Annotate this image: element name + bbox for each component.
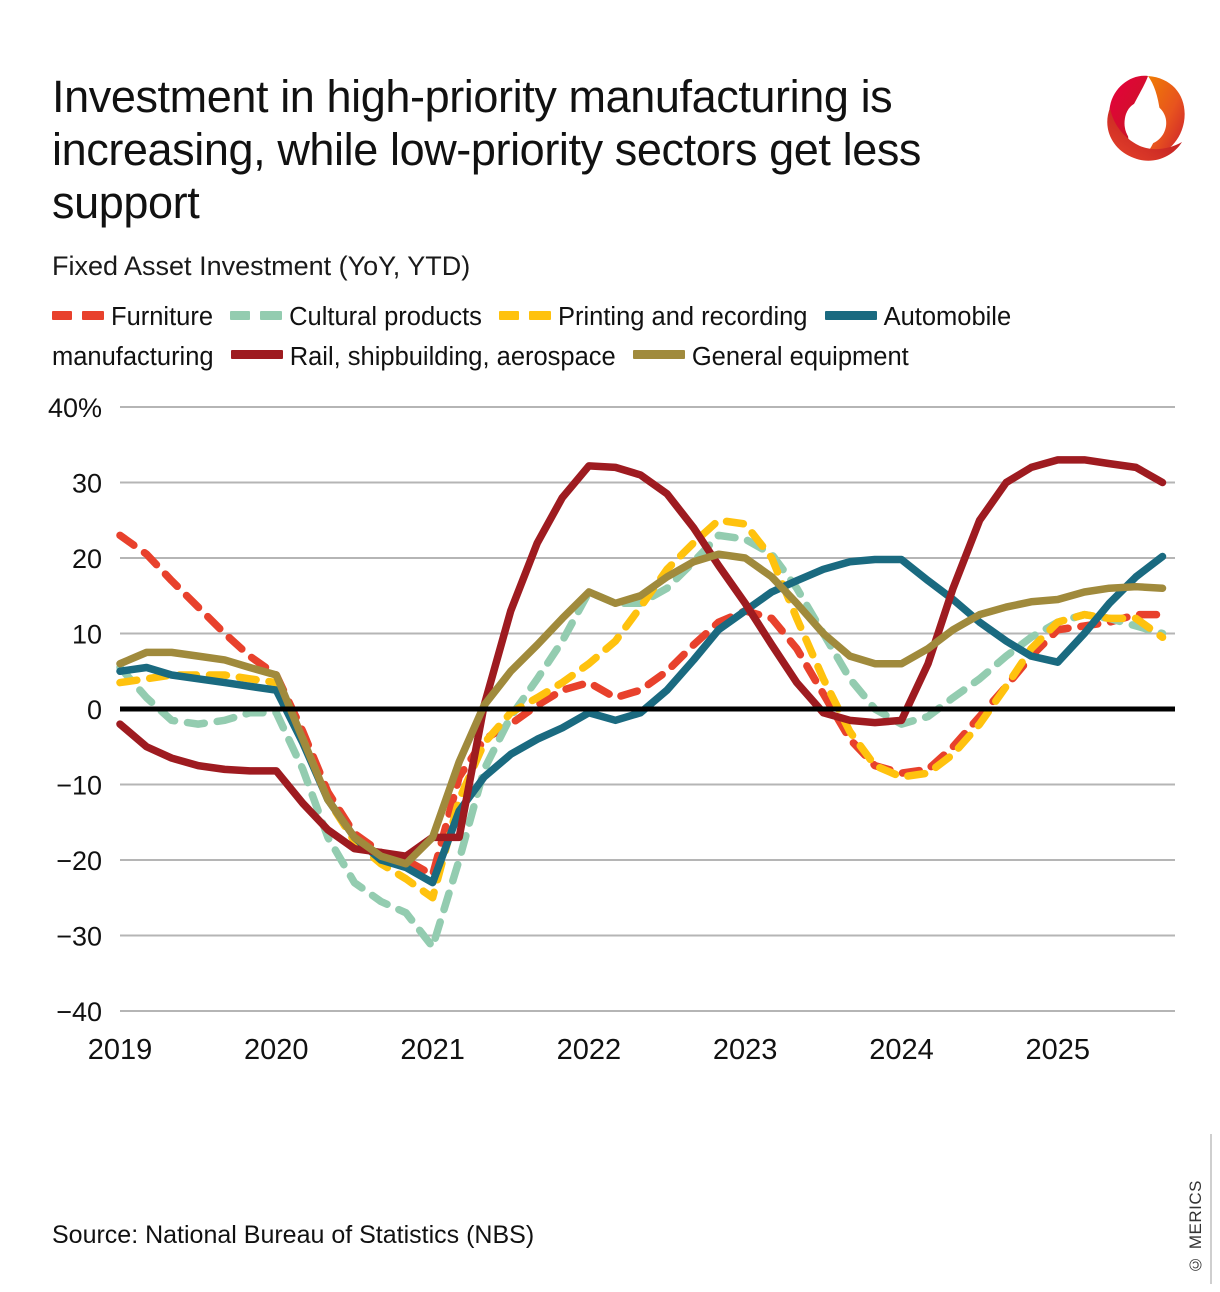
y-axis-tick-label: 40% [48,393,102,423]
legend-item-general-equipment[interactable]: General equipment [632,342,909,371]
series-line-general-equipment [116,550,1167,868]
legend-item-printing-and-recording[interactable]: Printing and recording [499,303,807,331]
x-axis-tick-label: 2022 [557,1034,622,1066]
line-chart: −40 −30 −20 −10 0 10 20 30 40% 2019 2020 2021 2022 20… [48,393,1175,1066]
legend-item-furniture[interactable]: Furniture [52,303,213,331]
x-axis-tick-label: 2024 [869,1034,934,1066]
x-axis-tick-label: 2023 [713,1034,778,1066]
legend-label-4: Automobile manufacturing [52,303,1012,371]
chart-header: Investment in high-priority manufacturin… [0,0,1220,282]
legend-swatch-3 [499,310,551,320]
series-line-furniture [116,531,1167,880]
y-axis-tick-label: 30 [72,469,102,499]
merics-logo [1088,66,1198,176]
legend-label-1: Furniture [111,303,214,332]
legend-swatch-5 [230,350,283,360]
x-axis-tick-label: 2021 [400,1034,465,1066]
series-line-rail-shipbuilding-aerospace [116,456,1167,861]
chart-legend: Furniture Cultural products Printing and… [0,282,1122,377]
y-axis-tick-label: 10 [72,620,102,650]
x-axis-tick-label: 2025 [1026,1034,1091,1066]
legend-swatch-1 [52,310,104,320]
y-axis-tick-label: 20 [72,544,102,574]
copyright-label: © MERICS [1186,1180,1205,1274]
legend-label-2: Cultural products [289,303,482,332]
legend-item-automobile-manufacturing[interactable]: Automobile manufacturing [52,303,1011,371]
page-title: Investment in high-priority manufacturin… [52,71,922,229]
legend-label-5: Rail, shipbuilding, aerospace [289,342,616,371]
chart-footer: Source: National Bureau of Statistics (N… [0,1134,1220,1292]
legend-label-6: General equipment [691,342,909,371]
source-note: Source: National Bureau of Statistics (N… [52,1221,535,1249]
y-axis-tick-label: −30 [56,922,102,952]
y-axis-tick-label: −20 [56,846,102,876]
x-axis-tick-label: 2019 [88,1034,153,1066]
y-axis-tick-label: −10 [56,771,102,801]
chart-subtitle: Fixed Asset Investment (YoY, YTD) [52,251,471,282]
chart-plot-area: −40 −30 −20 −10 0 10 20 30 40% 2019 2020 2021 2022 20… [0,389,1220,1174]
y-axis-tick-label: −40 [56,997,102,1027]
legend-swatch-6 [632,350,685,360]
legend-item-rail-shipbuilding-aerospace[interactable]: Rail, shipbuilding, aerospace [230,342,616,371]
legend-item-cultural-products[interactable]: Cultural products [230,303,482,331]
legend-label-3: Printing and recording [558,303,808,332]
footer-divider [1210,1134,1212,1284]
legend-swatch-2 [230,310,283,320]
x-axis-tick-label: 2020 [244,1034,309,1066]
legend-swatch-4 [824,310,877,320]
y-axis-tick-label: 0 [87,695,102,725]
